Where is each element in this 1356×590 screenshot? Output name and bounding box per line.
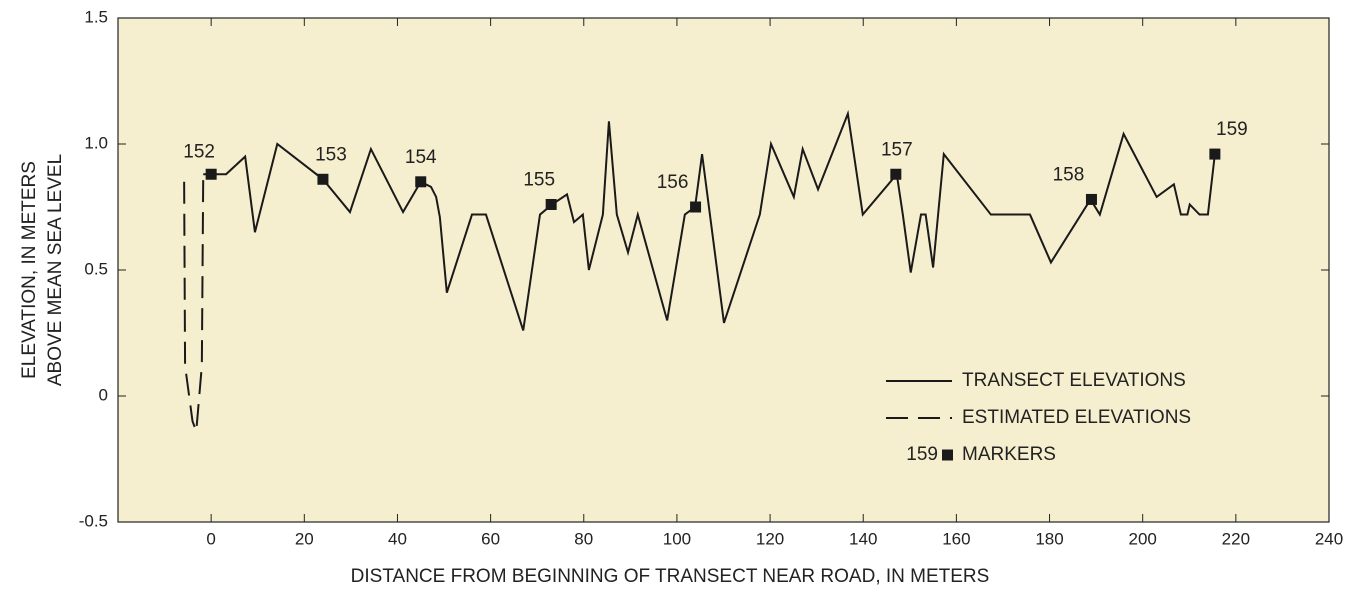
marker	[205, 168, 217, 180]
marker	[1085, 193, 1097, 205]
y-tick-label: 0	[99, 385, 108, 404]
marker-label: 152	[183, 141, 215, 162]
plot-area	[117, 17, 1330, 523]
legend-label: MARKERS	[962, 444, 1056, 465]
marker	[890, 168, 902, 180]
marker-label: 155	[523, 169, 555, 190]
marker	[415, 176, 427, 188]
x-tick-label: 180	[1035, 529, 1063, 548]
y-tick-label: 0.5	[84, 259, 108, 278]
marker	[545, 198, 557, 210]
marker	[317, 173, 329, 185]
y-tick-label: 1.5	[84, 7, 108, 26]
marker	[1209, 148, 1221, 160]
x-tick-label: 80	[574, 529, 593, 548]
x-tick-label: 0	[206, 529, 215, 548]
y-axis-label: ABOVE MEAN SEA LEVEL	[45, 154, 66, 386]
marker-label: 153	[315, 144, 347, 165]
x-tick-label: 240	[1315, 529, 1343, 548]
y-axis-label: ELEVATION, IN METERS	[19, 161, 40, 379]
legend-marker	[942, 449, 953, 461]
legend-label: ESTIMATED ELEVATIONS	[962, 407, 1191, 428]
x-tick-label: 160	[942, 529, 970, 548]
y-tick-label: 1.0	[84, 133, 108, 152]
x-tick-label: 220	[1222, 529, 1250, 548]
marker-label: 158	[1053, 164, 1085, 185]
marker-label: 156	[657, 172, 689, 193]
x-axis-label: DISTANCE FROM BEGINNING OF TRANSECT NEAR…	[351, 566, 990, 587]
x-tick-label: 140	[849, 529, 877, 548]
marker-label: 157	[881, 139, 913, 160]
x-tick-label: 120	[756, 529, 784, 548]
y-tick-label: -0.5	[79, 511, 108, 530]
marker-label: 159	[1216, 119, 1248, 140]
marker	[690, 201, 702, 213]
x-tick-label: 60	[481, 529, 500, 548]
marker-label: 154	[405, 147, 437, 168]
x-tick-label: 100	[663, 529, 691, 548]
x-tick-label: 200	[1129, 529, 1157, 548]
legend-marker-label: 159	[906, 444, 938, 465]
legend-label: TRANSECT ELEVATIONS	[962, 370, 1186, 391]
series-line	[183, 174, 205, 432]
x-tick-label: 40	[388, 529, 407, 548]
x-tick-label: 20	[295, 529, 314, 548]
